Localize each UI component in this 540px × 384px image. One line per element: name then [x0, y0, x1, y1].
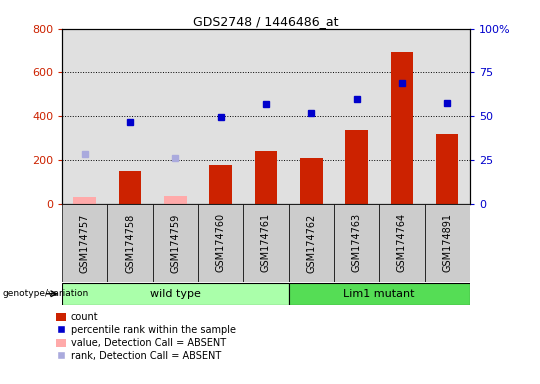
Bar [255, 151, 277, 204]
Text: GSM174764: GSM174764 [397, 214, 407, 272]
Bar [73, 197, 96, 204]
FancyBboxPatch shape [62, 283, 288, 305]
FancyBboxPatch shape [379, 204, 424, 282]
FancyBboxPatch shape [198, 204, 244, 282]
Text: GSM174757: GSM174757 [80, 213, 90, 273]
Text: wild type: wild type [150, 289, 201, 299]
Title: GDS2748 / 1446486_at: GDS2748 / 1446486_at [193, 15, 339, 28]
Text: GSM174761: GSM174761 [261, 214, 271, 272]
Text: Lim1 mutant: Lim1 mutant [343, 289, 415, 299]
FancyBboxPatch shape [107, 204, 153, 282]
Text: GSM174759: GSM174759 [170, 213, 180, 273]
Text: GSM174762: GSM174762 [306, 213, 316, 273]
Text: GSM174763: GSM174763 [352, 214, 362, 272]
Legend: count, percentile rank within the sample, value, Detection Call = ABSENT, rank, : count, percentile rank within the sample… [56, 312, 236, 361]
Text: GSM174760: GSM174760 [215, 214, 226, 272]
FancyBboxPatch shape [62, 204, 107, 282]
Bar [436, 134, 458, 204]
Text: genotype/variation: genotype/variation [3, 289, 89, 298]
FancyBboxPatch shape [424, 204, 470, 282]
FancyBboxPatch shape [288, 283, 470, 305]
Bar [300, 158, 322, 204]
FancyBboxPatch shape [288, 204, 334, 282]
Bar [119, 171, 141, 204]
Bar [345, 130, 368, 204]
Text: GSM174758: GSM174758 [125, 213, 135, 273]
FancyBboxPatch shape [334, 204, 379, 282]
Text: GSM174891: GSM174891 [442, 214, 452, 272]
FancyBboxPatch shape [153, 204, 198, 282]
Bar [390, 52, 413, 204]
Bar [164, 196, 187, 204]
FancyBboxPatch shape [244, 204, 288, 282]
Bar [210, 165, 232, 204]
